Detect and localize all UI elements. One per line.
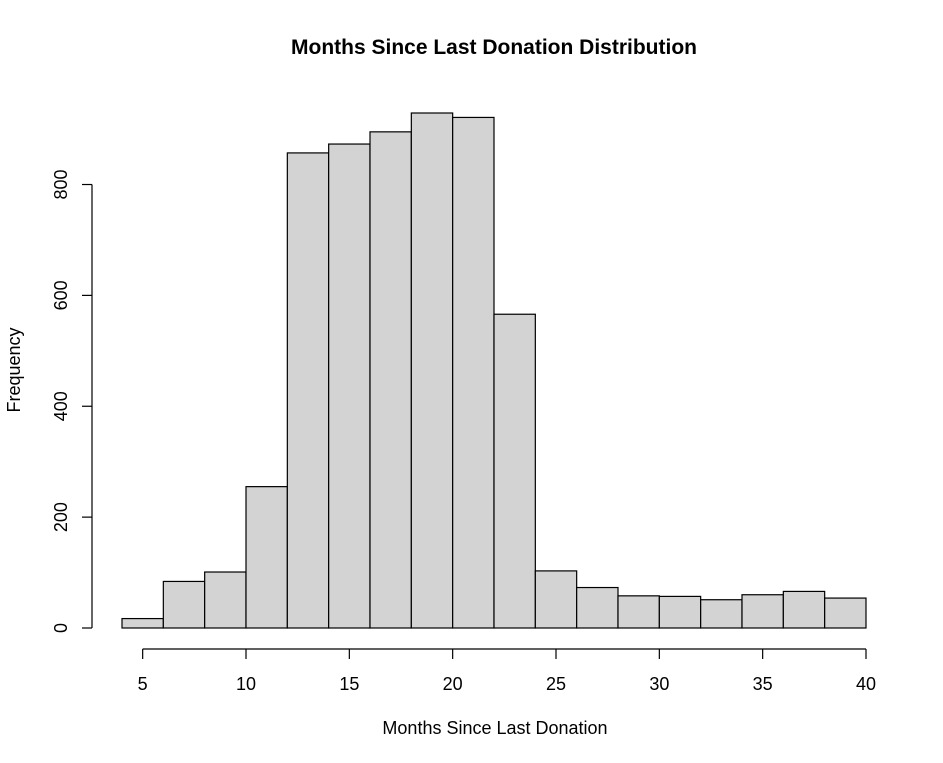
histogram-bar <box>162 580 206 629</box>
histogram-bar <box>617 595 660 629</box>
histogram-bar <box>204 571 247 629</box>
x-axis: 5 10 15 20 25 30 35 40 <box>138 648 876 694</box>
x-tick-label: 35 <box>753 674 773 694</box>
histogram-bar <box>369 131 412 629</box>
histogram-bar <box>658 595 702 629</box>
histogram-bar <box>741 594 784 629</box>
chart-title: Months Since Last Donation Distribution <box>291 36 697 59</box>
histogram-bar <box>328 143 371 629</box>
y-tick-label: 600 <box>51 280 71 310</box>
x-tick-label: 10 <box>236 674 256 694</box>
x-axis-label: Months Since Last Donation <box>382 718 607 738</box>
histogram-bar <box>576 586 619 629</box>
x-tick-label: 30 <box>649 674 669 694</box>
y-tick-label: 400 <box>51 391 71 421</box>
histogram-bar <box>493 313 536 629</box>
y-tick-label: 0 <box>51 623 71 633</box>
bars-group <box>121 112 867 629</box>
y-tick-label: 800 <box>51 169 71 199</box>
x-tick-label: 5 <box>138 674 148 694</box>
y-axis-label: Frequency <box>4 327 24 412</box>
x-tick-label: 25 <box>546 674 566 694</box>
x-tick-label: 15 <box>339 674 359 694</box>
histogram-bar <box>410 112 454 629</box>
histogram-bar <box>700 599 743 629</box>
y-tick-label: 200 <box>51 502 71 532</box>
histogram-bar <box>782 590 826 629</box>
histogram-bar <box>245 486 288 629</box>
x-tick-label: 20 <box>443 674 463 694</box>
histogram-bar <box>121 617 164 629</box>
x-tick-label: 40 <box>856 674 876 694</box>
histogram-bar <box>452 116 495 629</box>
histogram-bar <box>824 597 867 629</box>
histogram-bar <box>286 152 330 629</box>
histogram-bar <box>534 570 578 629</box>
y-axis: 0 200 400 600 800 <box>51 169 93 633</box>
